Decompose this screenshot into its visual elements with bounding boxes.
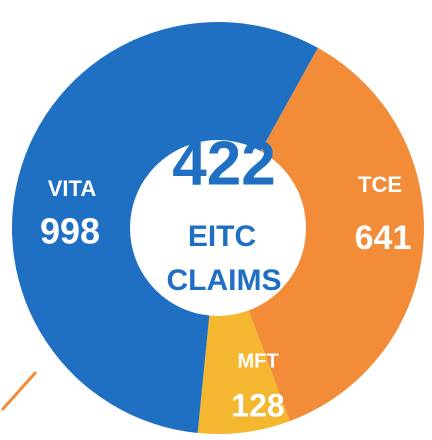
center-number: 422 xyxy=(172,129,275,198)
decor-stroke xyxy=(0,370,38,412)
slice-value: 641 xyxy=(355,219,412,257)
slice xyxy=(218,47,425,422)
slice-name: MFT xyxy=(237,350,278,372)
center-text: CLAIMS xyxy=(167,264,282,297)
slice-name: VITA xyxy=(48,176,97,201)
donut-hole xyxy=(130,140,306,316)
slice-name: TCE xyxy=(358,172,402,197)
slice-value: 998 xyxy=(40,211,100,252)
center-text: EITC xyxy=(188,220,256,253)
slice-value: 128 xyxy=(231,387,284,423)
